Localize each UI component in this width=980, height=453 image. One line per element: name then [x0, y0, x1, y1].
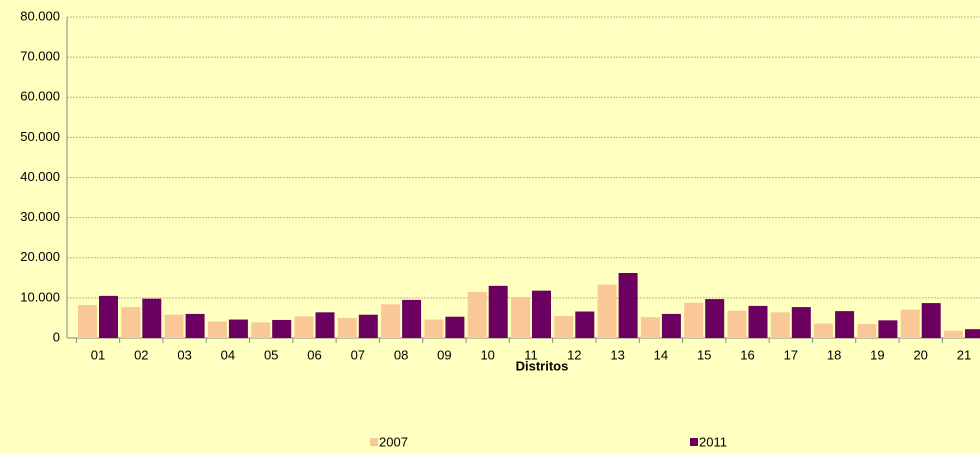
bar	[661, 313, 681, 338]
y-tick-label: 50.000	[20, 129, 60, 144]
x-tick-label: 08	[394, 347, 408, 362]
bar	[878, 320, 898, 338]
bar	[402, 299, 422, 338]
bar	[921, 303, 941, 338]
bar	[424, 319, 444, 338]
bar	[337, 317, 357, 338]
bar	[445, 316, 465, 338]
bar	[381, 304, 401, 338]
bar	[164, 314, 184, 338]
bar	[727, 310, 747, 338]
x-tick-label: 15	[697, 347, 711, 362]
bar	[251, 322, 271, 338]
y-tick-label: 10.000	[20, 289, 60, 304]
x-tick-label: 03	[177, 347, 191, 362]
bar	[575, 311, 595, 338]
x-tick-label: 18	[827, 347, 841, 362]
bar	[78, 305, 97, 338]
bar	[315, 312, 335, 338]
x-tick-label: 13	[610, 347, 624, 362]
bar	[640, 317, 660, 338]
x-tick-label: 01	[91, 347, 105, 362]
x-axis-label: Distritos	[516, 358, 569, 373]
x-tick-label: 19	[870, 347, 884, 362]
bar	[467, 291, 487, 338]
bar	[488, 285, 508, 338]
bar	[228, 319, 248, 338]
x-tick-label: 16	[740, 347, 754, 362]
bar	[121, 307, 141, 338]
y-tick-label: 40.000	[20, 169, 60, 184]
bar	[554, 315, 574, 338]
x-tick-label: 05	[264, 347, 278, 362]
bar	[272, 319, 292, 338]
bar	[358, 314, 378, 338]
bar	[142, 298, 162, 338]
bar	[185, 313, 205, 338]
bar	[900, 309, 920, 338]
x-tick-label: 11	[524, 347, 538, 362]
bar	[857, 323, 877, 338]
bar	[770, 312, 790, 338]
y-tick-label: 60.000	[20, 89, 60, 104]
legend-swatch	[690, 438, 698, 446]
bar	[532, 290, 551, 338]
x-tick-label: 06	[307, 347, 321, 362]
bar	[814, 323, 834, 338]
y-tick-label: 70.000	[20, 49, 60, 64]
bar	[684, 302, 704, 338]
bar	[618, 272, 638, 338]
legend-swatch	[370, 438, 378, 446]
x-tick-label: 20	[913, 347, 927, 362]
x-tick-label: 14	[654, 347, 668, 362]
bar	[99, 295, 118, 338]
bar	[597, 284, 617, 338]
x-tick-label: 17	[784, 347, 798, 362]
bar	[748, 305, 768, 338]
bar	[944, 330, 963, 338]
x-tick-label: 09	[437, 347, 451, 362]
x-tick-label: 04	[221, 347, 235, 362]
y-tick-label: 0	[53, 329, 60, 344]
x-tick-label: 12	[567, 347, 581, 362]
x-tick-label: 21	[957, 347, 971, 362]
legend-label: 2011	[699, 434, 727, 449]
bar	[835, 311, 855, 338]
x-tick-label: 10	[480, 347, 494, 362]
bar	[791, 307, 811, 338]
x-tick-label: 07	[351, 347, 365, 362]
y-tick-label: 80.000	[20, 8, 60, 23]
legend-label: 2007	[379, 434, 408, 449]
bar	[705, 299, 725, 338]
y-tick-label: 30.000	[20, 209, 60, 224]
bar	[965, 329, 980, 338]
bar	[294, 316, 314, 338]
bar	[511, 297, 530, 338]
y-tick-label: 20.000	[20, 249, 60, 264]
x-tick-label: 02	[134, 347, 148, 362]
bar	[207, 321, 227, 338]
